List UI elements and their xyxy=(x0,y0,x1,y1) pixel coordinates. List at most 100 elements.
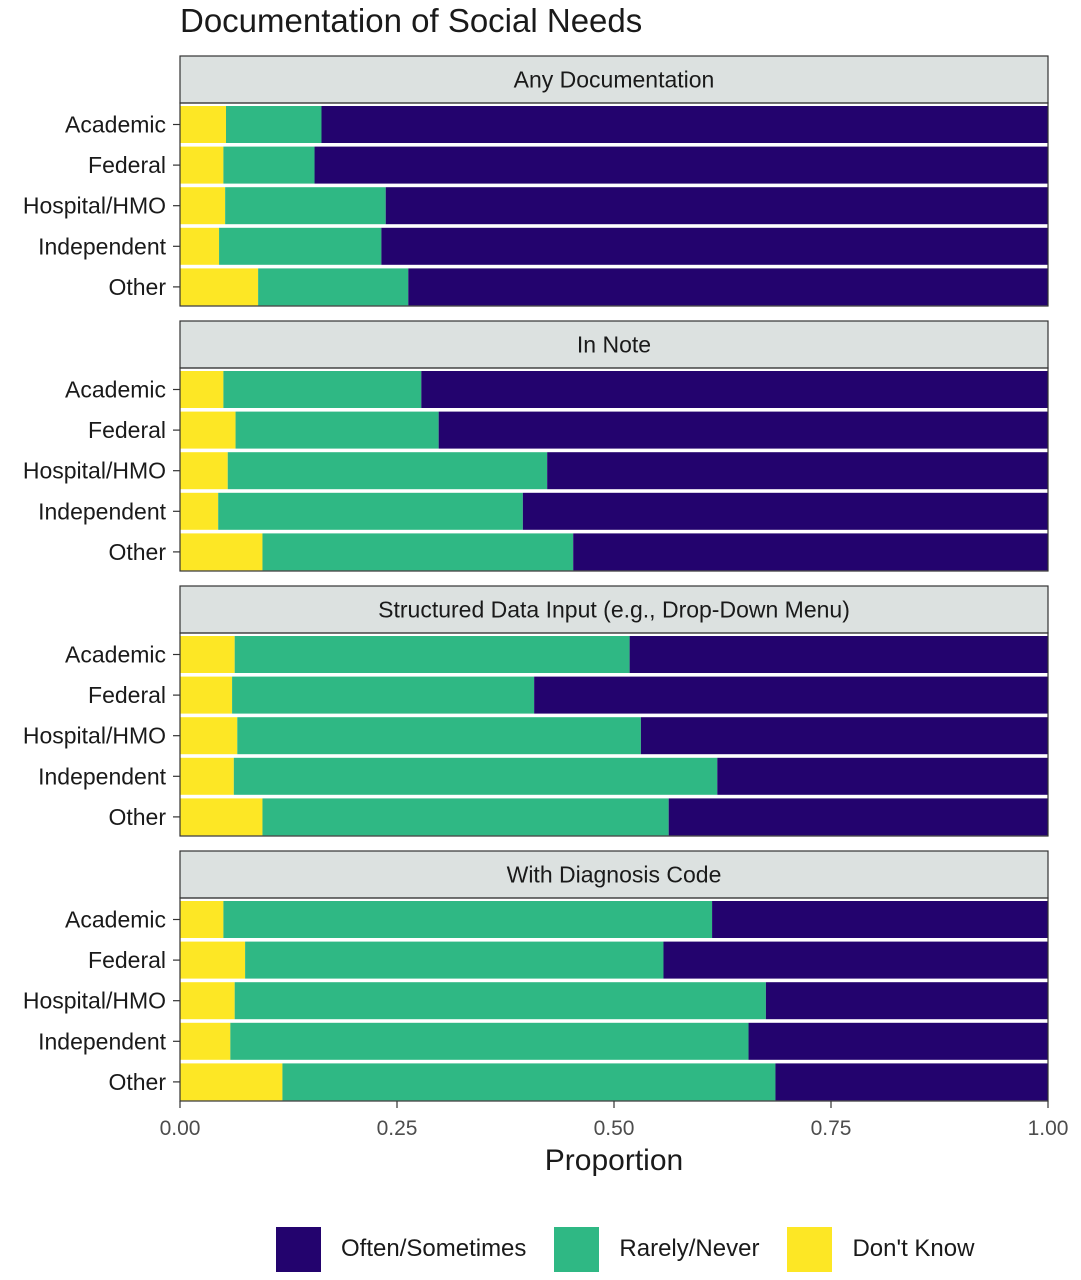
y-tick-label-structured-data-input-e-g-drop-down-menu-other: Other xyxy=(108,804,166,830)
bar-with-diagnosis-code-federal-rarely-never xyxy=(245,941,664,979)
bar-structured-data-input-e-g-drop-down-menu-federal-rarely-never xyxy=(232,676,535,714)
y-tick-label-in-note-independent: Independent xyxy=(38,498,167,524)
y-tick-label-any-documentation-hospital-hmo: Hospital/HMO xyxy=(23,193,166,219)
bar-in-note-independent-don-t-know xyxy=(180,492,219,530)
y-tick-label-in-note-academic: Academic xyxy=(65,377,166,403)
y-tick-label-structured-data-input-e-g-drop-down-menu-independent: Independent xyxy=(38,763,167,789)
bar-any-documentation-hospital-hmo-don-t-know xyxy=(180,187,226,225)
bar-any-documentation-academic-don-t-know xyxy=(180,106,227,143)
bar-any-documentation-independent-often-sometimes xyxy=(381,227,1049,265)
bar-structured-data-input-e-g-drop-down-menu-federal-don-t-know xyxy=(180,676,233,714)
bar-in-note-other-often-sometimes xyxy=(573,533,1048,571)
y-tick-label-with-diagnosis-code-hospital-hmo: Hospital/HMO xyxy=(23,988,166,1014)
facet-strip-4 xyxy=(179,850,1049,899)
bar-structured-data-input-e-g-drop-down-menu-hospital-hmo-rarely-never xyxy=(237,717,641,755)
bar-with-diagnosis-code-federal-often-sometimes xyxy=(663,941,1048,979)
y-tick-label-any-documentation-federal: Federal xyxy=(88,152,166,178)
bar-with-diagnosis-code-other-often-sometimes xyxy=(775,1063,1048,1101)
facet-panel-border-2 xyxy=(179,367,1049,572)
y-tick-label-in-note-federal: Federal xyxy=(88,417,166,443)
facet-title-1: Any Documentation xyxy=(514,67,715,93)
facet-title-4: With Diagnosis Code xyxy=(507,862,722,888)
legend-label-don-t-know: Don't Know xyxy=(852,1235,975,1262)
legend-item-often-sometimes: Often/Sometimes xyxy=(276,1226,527,1272)
bar-any-documentation-independent-don-t-know xyxy=(180,227,220,265)
bar-in-note-hospital-hmo-rarely-never xyxy=(227,452,548,490)
y-tick-label-structured-data-input-e-g-drop-down-menu-academic: Academic xyxy=(65,642,166,668)
bar-structured-data-input-e-g-drop-down-menu-academic-don-t-know xyxy=(180,636,235,673)
bar-any-documentation-academic-rarely-never xyxy=(226,106,322,143)
y-tick-label-any-documentation-other: Other xyxy=(108,274,166,300)
bar-structured-data-input-e-g-drop-down-menu-hospital-hmo-don-t-know xyxy=(180,717,238,755)
bar-in-note-academic-often-sometimes xyxy=(421,371,1049,408)
y-tick-label-structured-data-input-e-g-drop-down-menu-federal: Federal xyxy=(88,682,166,708)
y-tick-label-with-diagnosis-code-federal: Federal xyxy=(88,947,166,973)
bar-with-diagnosis-code-hospital-hmo-often-sometimes xyxy=(765,982,1048,1020)
bar-any-documentation-federal-rarely-never xyxy=(223,146,315,184)
bar-any-documentation-hospital-hmo-often-sometimes xyxy=(385,187,1048,225)
bar-in-note-academic-don-t-know xyxy=(180,371,224,408)
legend-swatch-often-sometimes xyxy=(276,1226,321,1272)
x-tick-label-1: 0.25 xyxy=(377,1117,418,1140)
bar-with-diagnosis-code-independent-often-sometimes xyxy=(748,1022,1048,1060)
bar-with-diagnosis-code-academic-often-sometimes xyxy=(712,901,1048,938)
facet-strip-2 xyxy=(179,320,1049,369)
legend-swatch-don-t-know xyxy=(787,1226,833,1272)
bar-structured-data-input-e-g-drop-down-menu-independent-rarely-never xyxy=(233,757,718,795)
bar-any-documentation-federal-don-t-know xyxy=(180,146,224,184)
x-tick-label-4: 1.00 xyxy=(1028,1117,1069,1140)
legend-label-often-sometimes: Often/Sometimes xyxy=(341,1235,527,1262)
bar-in-note-other-rarely-never xyxy=(262,533,574,571)
bar-any-documentation-hospital-hmo-rarely-never xyxy=(225,187,386,225)
bar-in-note-independent-often-sometimes xyxy=(522,492,1048,530)
bar-with-diagnosis-code-academic-don-t-know xyxy=(180,901,224,938)
bar-any-documentation-other-rarely-never xyxy=(258,268,409,306)
facet-panel-border-3 xyxy=(179,632,1049,837)
bar-in-note-hospital-hmo-don-t-know xyxy=(180,452,228,490)
bar-any-documentation-independent-rarely-never xyxy=(219,227,382,265)
legend-item-don-t-know: Don't Know xyxy=(787,1226,975,1272)
bar-structured-data-input-e-g-drop-down-menu-other-often-sometimes xyxy=(668,798,1048,836)
y-tick-label-structured-data-input-e-g-drop-down-menu-hospital-hmo: Hospital/HMO xyxy=(23,723,166,749)
bar-structured-data-input-e-g-drop-down-menu-federal-often-sometimes xyxy=(534,676,1048,714)
legend-swatch-rarely-never xyxy=(554,1226,600,1272)
bar-in-note-independent-rarely-never xyxy=(218,492,523,530)
bar-with-diagnosis-code-hospital-hmo-rarely-never xyxy=(234,982,766,1020)
bar-with-diagnosis-code-other-rarely-never xyxy=(282,1063,776,1101)
bar-any-documentation-academic-often-sometimes xyxy=(321,106,1048,143)
bar-structured-data-input-e-g-drop-down-menu-academic-rarely-never xyxy=(234,636,630,673)
x-tick-label-2: 0.50 xyxy=(594,1117,635,1140)
legend: Often/Sometimes Rarely/Never Don't Know xyxy=(276,1225,1002,1273)
y-tick-label-with-diagnosis-code-independent: Independent xyxy=(38,1028,167,1054)
bar-structured-data-input-e-g-drop-down-menu-other-rarely-never xyxy=(262,798,669,836)
bar-in-note-federal-often-sometimes xyxy=(438,411,1048,449)
y-tick-label-in-note-hospital-hmo: Hospital/HMO xyxy=(23,458,166,484)
bar-any-documentation-federal-often-sometimes xyxy=(314,146,1048,184)
bar-with-diagnosis-code-federal-don-t-know xyxy=(180,941,246,979)
facet-title-3: Structured Data Input (e.g., Drop-Down M… xyxy=(378,597,850,623)
bar-structured-data-input-e-g-drop-down-menu-academic-often-sometimes xyxy=(629,636,1048,673)
x-axis-label: Proportion xyxy=(545,1144,683,1177)
legend-label-rarely-never: Rarely/Never xyxy=(619,1235,760,1262)
x-tick-label-3: 0.75 xyxy=(811,1117,852,1140)
bar-structured-data-input-e-g-drop-down-menu-other-don-t-know xyxy=(180,798,263,836)
y-tick-label-with-diagnosis-code-other: Other xyxy=(108,1069,166,1095)
bar-in-note-academic-rarely-never xyxy=(223,371,422,408)
bar-any-documentation-other-don-t-know xyxy=(180,268,259,306)
bar-with-diagnosis-code-independent-don-t-know xyxy=(180,1022,231,1060)
bar-in-note-hospital-hmo-often-sometimes xyxy=(547,452,1048,490)
bar-structured-data-input-e-g-drop-down-menu-hospital-hmo-often-sometimes xyxy=(640,717,1048,755)
facet-strip-3 xyxy=(179,585,1049,634)
facet-title-2: In Note xyxy=(577,332,651,358)
bar-with-diagnosis-code-academic-rarely-never xyxy=(223,901,713,938)
x-tick-label-0: 0.00 xyxy=(160,1117,201,1140)
legend-item-rarely-never: Rarely/Never xyxy=(554,1226,760,1272)
bar-any-documentation-other-often-sometimes xyxy=(408,268,1048,306)
bar-with-diagnosis-code-hospital-hmo-don-t-know xyxy=(180,982,235,1020)
bar-structured-data-input-e-g-drop-down-menu-independent-often-sometimes xyxy=(717,757,1048,795)
y-tick-label-any-documentation-independent: Independent xyxy=(38,233,167,259)
bar-structured-data-input-e-g-drop-down-menu-independent-don-t-know xyxy=(180,757,234,795)
chart-title: Documentation of Social Needs xyxy=(180,2,643,39)
